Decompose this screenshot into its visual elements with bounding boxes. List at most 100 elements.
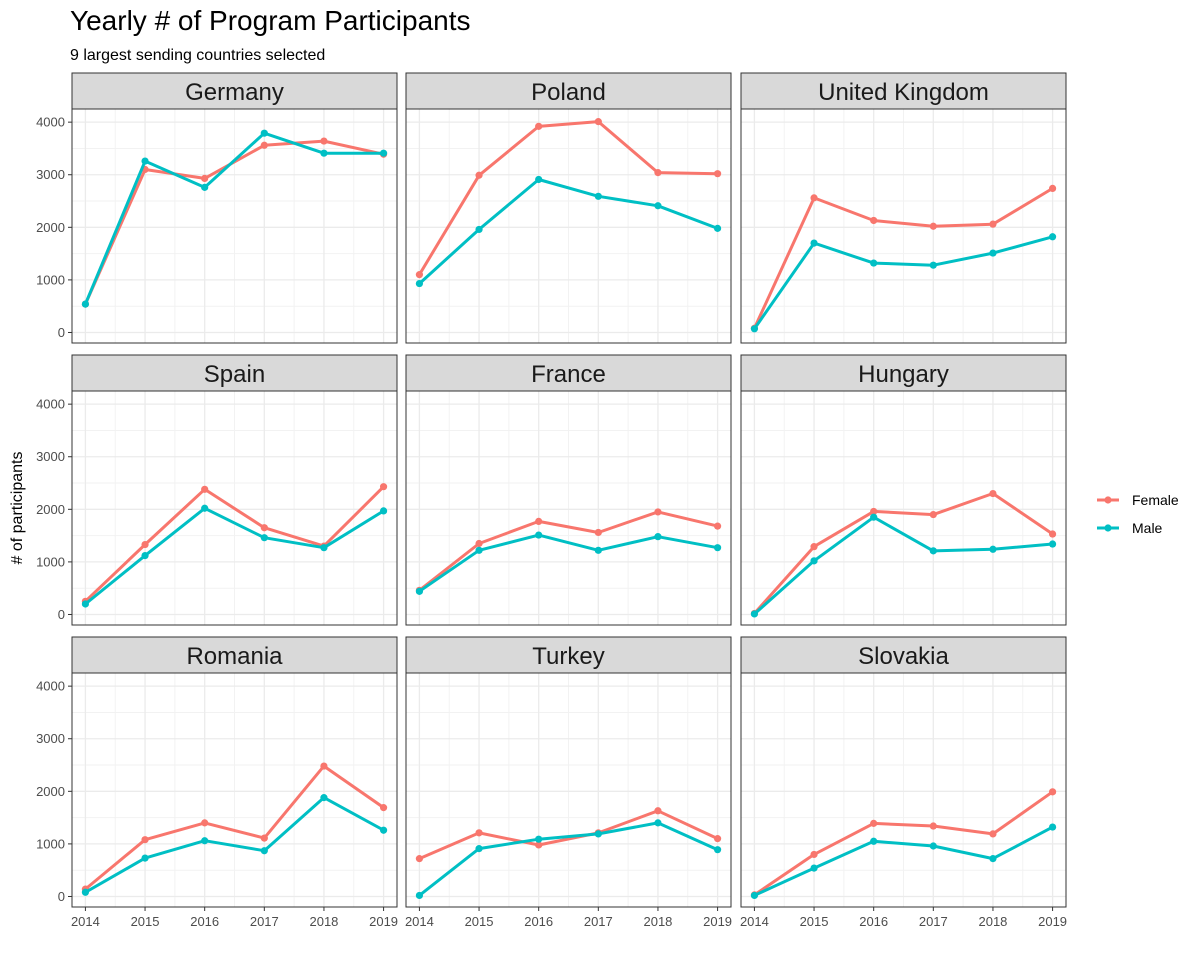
facet-strip-label: Slovakia [858,643,949,670]
data-point-male [989,545,997,553]
data-point-male [713,224,722,232]
panel-poland: Poland [405,72,732,344]
panel-france: France [405,354,732,626]
data-point-male [141,854,149,862]
data-point-female [201,485,209,493]
data-point-male [654,533,662,541]
y-tick-label: 4000 [36,679,65,694]
panel-united-kingdom: United Kingdom [740,72,1067,344]
facet-strip-label: Poland [531,79,606,106]
legend-label: Male [1132,520,1163,536]
data-point-male [810,864,818,872]
x-tick-label: 2017 [919,914,948,929]
facet-strip [405,354,732,392]
data-point-female [320,137,328,145]
data-point-male [989,249,997,257]
data-point-male [260,129,268,137]
y-tick-label: 0 [58,889,65,904]
panel-turkey: Turkey 2014 2015 2016 2017 2018 2019 [405,636,732,929]
series-line-male [418,533,718,593]
x-tick-label: 2018 [643,914,672,929]
data-point-female [320,762,328,770]
panel-border [71,390,398,626]
data-point-male [870,259,878,267]
panel-hungary: Hungary [740,354,1067,626]
data-point-male [201,183,209,191]
x-tick-label: 2018 [978,914,1007,929]
series-line-male [418,821,719,897]
data-point-female [989,489,997,498]
x-tick-label: 2014 [740,914,769,929]
data-point-male [81,888,90,896]
data-point-female [929,222,937,230]
data-point-female [810,850,818,859]
panel-border [740,390,1067,626]
data-point-male [320,544,328,552]
y-tick-label: 2000 [36,502,65,517]
facet-strip [405,636,732,674]
data-point-female [141,836,149,844]
chart-subtitle: 9 largest sending countries selected [70,47,325,64]
data-point-male [379,149,388,157]
panel-germany: Germany 0 1000 2000 3000 4000 [36,72,398,344]
data-point-male [713,846,722,854]
data-point-female [1048,184,1057,193]
data-point-female [535,841,543,849]
data-point-female [929,510,937,519]
data-point-male [475,546,483,554]
panel-border [71,108,398,344]
data-point-female [201,819,209,827]
x-tick-label: 2019 [369,914,398,929]
data-point-female [989,830,997,838]
data-point-female [929,822,937,830]
data-point-male [81,300,90,308]
facet-strip [740,354,1067,392]
data-point-female [594,118,602,126]
data-point-male [929,261,937,269]
x-tick-label: 2015 [800,914,829,929]
panel-spain: Spain 0 1000 2000 3000 4000 [36,354,398,626]
data-point-female [594,528,602,537]
series-line-female [418,120,718,276]
data-point-male [535,835,543,843]
series-line-female [753,492,1054,615]
facet-strip-label: France [531,361,606,388]
data-point-male [201,837,209,845]
data-point-female [870,819,878,827]
series-line-male [418,178,719,285]
data-point-male [141,551,149,560]
facet-strip [740,636,1067,674]
x-tick-label: 2014 [405,914,434,929]
data-point-male [713,544,722,552]
panel-border [740,108,1067,344]
y-tick-label: 3000 [36,731,65,746]
series-line-female [84,485,385,603]
y-tick-label: 0 [58,325,65,340]
data-point-male [870,837,878,845]
data-point-male [810,557,818,565]
y-tick-label: 1000 [36,554,65,569]
data-point-male [594,546,602,554]
data-point-female [654,807,662,815]
data-point-female [654,169,662,177]
data-point-female [654,508,662,516]
panel-border [71,672,398,908]
data-point-male [989,855,997,863]
x-tick-label: 2017 [584,914,613,929]
y-tick-label: 3000 [36,167,65,182]
x-tick-label: 2018 [309,914,338,929]
x-tick-label: 2016 [859,914,888,929]
x-tick-label: 2019 [703,914,732,929]
data-point-male [260,847,268,855]
facet-strip-label: Hungary [858,361,949,388]
data-point-female [870,216,878,225]
facet-strip-label: Germany [185,79,284,106]
facet-strip [740,72,1067,110]
data-point-male [750,610,759,618]
data-point-male [929,547,937,555]
series-line-male [84,131,384,305]
data-point-female [1048,530,1057,538]
series-line-female [753,790,1054,897]
data-point-male [260,534,268,542]
data-point-female [141,540,149,549]
